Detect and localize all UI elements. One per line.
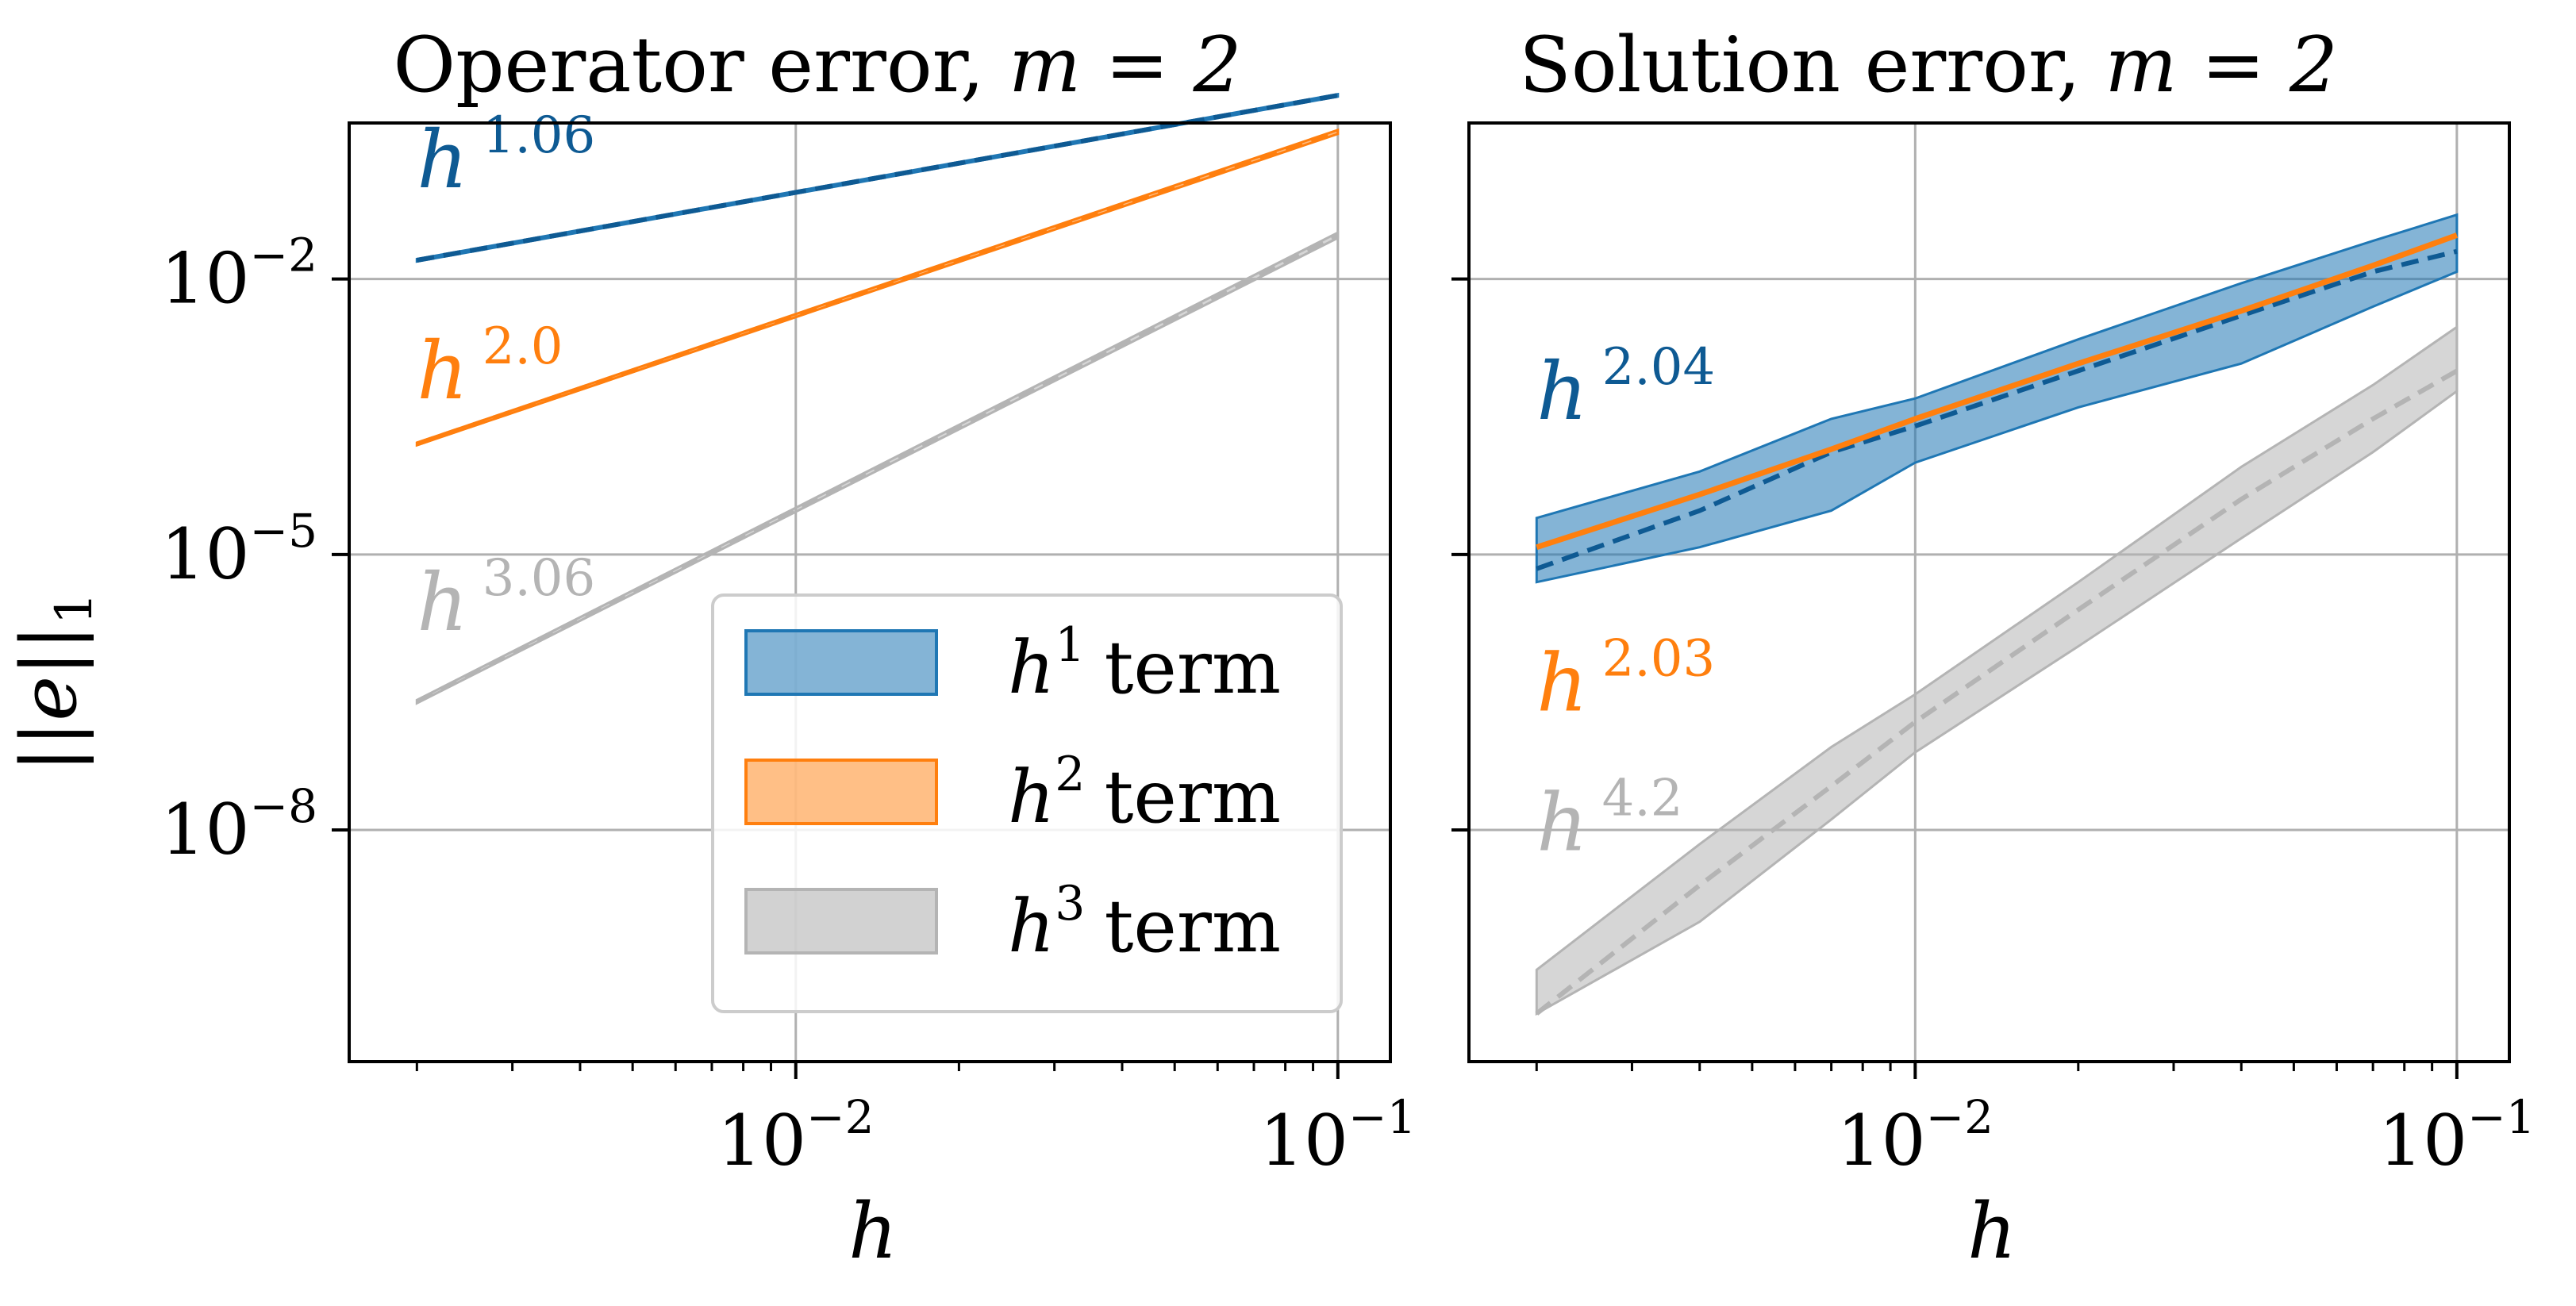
fit-label-blue: h 1.06 [417,106,595,206]
y-axis-label: ||e||1 [5,593,104,773]
series-line-gray [415,232,1340,704]
axes-frame [348,121,1392,1063]
series-line-blue [1536,248,2458,571]
panel-solution-error: h 2.04 h 2.03 h 4.2 10−2 10−1 [1451,121,2536,1181]
axes-frame [1467,121,2511,1063]
x-axis-label-left: h [848,1187,898,1276]
panel-operator-error: h 1.06 h 2.0 h 3.06 10−2 10−1 10−2 10−5 10−8 [161,92,1417,1181]
y-tick-label: 10−2 [161,229,317,320]
title-solution-error: Solution error, m = 2 [1519,21,2338,109]
fit-label-orange: h 2.0 [417,317,563,417]
error-band-gray [1535,325,2459,1016]
y-tick-label: 10−5 [161,504,317,595]
series-line-blue [416,93,1339,263]
legend-swatch-h3 [744,888,938,955]
legend-label-h1: h1 term [1008,617,1281,710]
fit-label-orange: h 2.03 [1536,629,1715,729]
x-tick-label: 10−1 [1259,1090,1416,1181]
legend-swatch-h1 [744,629,938,696]
series-line-orange [1536,232,2459,551]
legend: h1 term h2 term h3 term [711,593,1343,1013]
series-line-gray [1535,368,2459,1016]
x-axis-label-right: h [1967,1187,2017,1276]
x-tick-label: 10−2 [1837,1090,1994,1181]
legend-swatch-h2 [744,759,938,825]
fit-label-gray: h 3.06 [417,549,595,649]
fit-label-blue: h 2.04 [1536,338,1715,438]
title-operator-error: Operator error, m = 2 [393,21,1241,109]
y-tick-label: 10−8 [161,779,317,870]
x-tick-label: 10−1 [2378,1090,2535,1181]
fit-label-gray: h 4.2 [1536,770,1682,870]
x-tick-label: 10−2 [717,1090,874,1181]
series-line-orange [416,129,1339,447]
legend-label-h2: h2 term [1008,747,1281,839]
legend-label-h3: h3 term [1008,876,1281,969]
